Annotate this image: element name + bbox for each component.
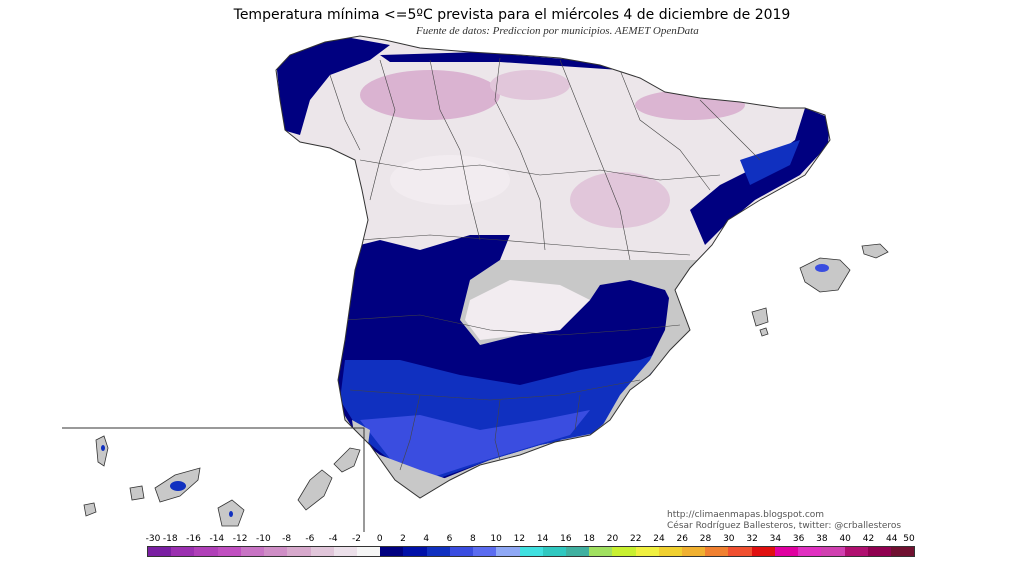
legend-tick-label: 36 [792,534,805,544]
legend-bar [147,546,915,557]
legend-tick-label: -16 [186,534,201,544]
author-credit: César Rodríguez Ballesteros, twitter: @c… [667,521,902,531]
legend-swatch [821,547,845,556]
legend-tick-label: 16 [560,534,572,544]
legend-swatch [542,547,566,556]
legend-labels: -30 -18 -16 -14 -12 -10 -8 -6 -4 -2 0 2 4 6 8 10 12 14 16 1… [145,534,915,546]
legend-tick-label: 32 [746,534,758,544]
legend-tick-label: -6 [305,534,315,544]
legend-tick-label: -2 [351,534,361,544]
legend-tick-label: 22 [629,534,642,544]
legend-swatch [426,547,450,556]
legend-swatch [403,547,427,556]
legend-swatch [682,547,706,556]
legend-swatch [635,547,659,556]
legend-tick-label: 50 [903,534,915,544]
legend-tick-label: -12 [232,534,248,544]
legend-tick-label: 20 [606,534,619,544]
legend-tick-label: 4 [423,534,430,544]
legend-tick-label: 34 [769,534,782,544]
legend-tick-label: 18 [583,534,595,544]
legend-swatch [194,547,218,556]
balearic-islands [751,243,889,337]
legend-tick-label: 28 [699,534,712,544]
legend-tick-label: -8 [282,534,292,544]
legend-swatch [496,547,520,556]
legend-tick-label: 24 [653,534,665,544]
legend-swatch [867,547,891,556]
legend-tick-label: 8 [469,534,476,544]
legend-swatch [380,547,404,556]
legend-tick-label: -4 [328,534,338,544]
legend-swatch [728,547,752,556]
legend-tick-label: -18 [162,534,178,544]
legend-tick-label: 0 [376,534,383,544]
legend-tick-label: 40 [839,534,851,544]
legend-swatch [705,547,729,556]
legend-tick-label: -30 [145,534,161,544]
legend-swatch [658,547,683,556]
legend-tick-label: 10 [490,534,502,544]
legend-swatch [612,547,636,556]
data-source-note: Fuente de datos: Prediccion por municipi… [416,25,699,37]
peninsula [275,35,831,499]
legend-swatch [287,547,311,556]
legend-tick-label: 14 [536,534,549,544]
legend-swatch [589,547,613,556]
legend-swatch [751,547,775,556]
legend-swatch [891,547,915,556]
legend-tick-label: 6 [446,534,453,544]
legend-swatch [473,547,497,556]
legend-swatch [217,547,241,556]
legend-swatch [356,547,381,556]
legend-tick-label: 38 [816,534,828,544]
legend-swatch [333,547,357,556]
legend-swatch [148,547,172,556]
legend-swatch [240,547,265,556]
legend-swatch [565,547,590,556]
legend-swatch [171,547,195,556]
legend-tick-label: 44 [885,534,898,544]
map-title: Temperatura mínima <=5ºC prevista para e… [233,7,791,23]
legend-swatch [774,547,799,556]
legend-swatch [844,547,868,556]
legend-tick-label: 30 [723,534,735,544]
legend-swatch [519,547,543,556]
legend-swatch [798,547,822,556]
blog-url: http://climaenmapas.blogspot.com [667,510,825,520]
legend-tick-label: -10 [256,534,271,544]
legend-tick-label: 26 [676,534,688,544]
legend-swatch [264,547,288,556]
color-legend: -30 -18 -16 -14 -12 -10 -8 -6 -4 -2 0 2 4 6 8 10 12 14 16 1… [145,534,915,574]
legend-tick-label: 12 [513,534,526,544]
legend-swatch [310,547,334,556]
legend-tick-label: 42 [862,534,875,544]
legend-tick-label: 2 [400,534,406,544]
canary-islands-inset [62,427,365,532]
legend-swatch [449,547,474,556]
legend-tick-label: -14 [209,534,225,544]
